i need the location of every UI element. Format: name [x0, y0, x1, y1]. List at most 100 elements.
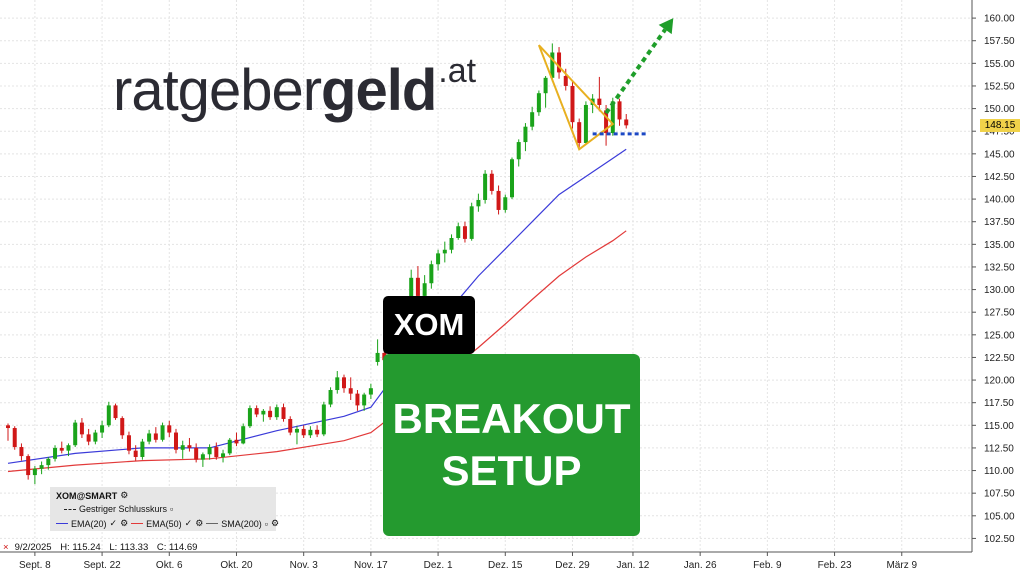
brand-logo: ratgebergeld.at: [113, 54, 476, 120]
y-tick-label: 142.50: [984, 172, 1015, 183]
x-tick-label: Sept. 22: [83, 560, 121, 571]
candle-body: [550, 52, 555, 78]
candle-body: [375, 352, 380, 362]
ema50-swatch-icon: [131, 523, 144, 524]
candle-body: [456, 226, 461, 238]
y-tick-label: 132.50: [984, 262, 1015, 273]
candle-body: [167, 425, 172, 433]
y-tick-label: 160.00: [984, 14, 1015, 25]
candle-body: [79, 422, 84, 435]
triangle-pattern: [537, 44, 615, 151]
candle-body: [12, 428, 17, 448]
brand-name-regular: ratgeber: [113, 58, 322, 123]
candle-body: [516, 142, 521, 160]
candle-body: [342, 377, 346, 389]
breakout-setup-line1: BREAKOUT: [392, 394, 631, 442]
checkmark-icon[interactable]: ✓: [184, 518, 193, 528]
y-tick-label: 147.50: [984, 127, 1015, 138]
candle-body: [530, 112, 535, 127]
settings-icon[interactable]: ⚙: [271, 518, 280, 528]
legend-sma200[interactable]: SMA(200): [221, 518, 262, 529]
candle-body: [543, 77, 548, 94]
candle-body: [281, 407, 286, 419]
candle-body: [93, 432, 98, 442]
y-tick-label: 130.00: [984, 285, 1015, 296]
y-tick-label: 112.50: [984, 443, 1014, 454]
x-tick-label: Jan. 26: [684, 560, 717, 571]
ohlc-low: L: 113.33: [109, 542, 149, 553]
candle-body: [221, 453, 226, 457]
x-tick-label: März 9: [886, 560, 917, 571]
candle-body: [194, 447, 199, 460]
candle-body: [315, 429, 320, 435]
candle-body: [462, 226, 467, 239]
candle-body: [140, 441, 145, 457]
y-tick-label: 155.00: [984, 59, 1015, 70]
candle-body: [241, 426, 246, 444]
candle-body: [106, 405, 111, 426]
candle-body: [429, 264, 434, 284]
candle-body: [469, 206, 474, 239]
candle-body: [113, 405, 118, 419]
candle-body: [577, 122, 582, 143]
candle-body: [153, 433, 158, 440]
legend-ema50[interactable]: EMA(50): [146, 518, 182, 529]
y-tick-label: 157.50: [984, 36, 1015, 47]
candle-body: [597, 98, 602, 105]
y-tick-label: 122.50: [984, 353, 1015, 364]
dashed-line-icon: [64, 508, 76, 510]
candle-body: [247, 408, 252, 427]
candle-body: [557, 52, 562, 73]
candle-body: [301, 428, 306, 436]
candle-body: [449, 237, 454, 250]
breakout-setup-line2: SETUP: [441, 447, 582, 494]
candle-body: [288, 418, 293, 433]
candle-body: [227, 439, 232, 454]
breakout-setup-banner: BREAKOUT SETUP: [383, 354, 640, 536]
y-tick-label: 120.00: [984, 376, 1015, 387]
candle-body: [604, 110, 609, 134]
legend-symbol: XOM@SMART: [56, 490, 118, 501]
candle-body: [442, 249, 447, 254]
candle-body: [160, 425, 165, 440]
last-price-tag: 148.15: [980, 118, 1020, 132]
legend-indicators-row: EMA(20) ✓ ⚙ EMA(50) ✓ ⚙ SMA(200) ▫ ⚙: [56, 518, 279, 529]
candle-body: [368, 388, 373, 395]
crosshair-icon: ×: [3, 542, 9, 553]
candle-body: [308, 429, 313, 436]
candle-body: [583, 104, 588, 143]
candle-body: [32, 468, 37, 476]
checkmark-icon[interactable]: ✓: [109, 518, 118, 528]
brand-name-suffix: .at: [438, 52, 477, 90]
candle-body: [624, 119, 629, 126]
candle-body: [510, 159, 514, 198]
candle-body: [120, 418, 125, 436]
toggle-icon[interactable]: ▫: [264, 518, 268, 529]
candle-body: [214, 447, 219, 457]
x-tick-label: Dez. 29: [555, 560, 590, 571]
candle-body: [362, 394, 367, 406]
candle-body: [66, 445, 71, 451]
brand-name-bold: geld: [321, 58, 437, 123]
x-tick-label: Dez. 1: [424, 560, 453, 571]
candle-body: [39, 465, 44, 469]
x-tick-label: Jan. 12: [617, 560, 650, 571]
ohlc-readout: × 9/2/2025 H: 115.24 L: 113.33 C: 114.69: [3, 542, 203, 553]
candle-body: [26, 456, 31, 476]
legend-ema20[interactable]: EMA(20): [71, 518, 107, 529]
settings-icon[interactable]: ⚙: [120, 518, 129, 528]
candle-body: [409, 277, 414, 312]
x-tick-label: Nov. 3: [290, 560, 319, 571]
x-tick-label: Dez. 15: [488, 560, 523, 571]
y-tick-label: 115.00: [984, 421, 1014, 432]
y-tick-label: 137.50: [984, 217, 1015, 228]
settings-icon[interactable]: ⚙: [195, 518, 204, 528]
candle-body: [207, 447, 212, 455]
x-tick-label: Sept. 8: [19, 560, 51, 571]
candle-body: [86, 434, 91, 442]
candle-body: [254, 408, 259, 415]
settings-icon[interactable]: ⚙: [120, 490, 129, 500]
candle-body: [180, 445, 185, 450]
chart-legend: XOM@SMART ⚙ Gestriger Schlusskurs ▫ EMA(…: [50, 487, 279, 531]
toggle-icon[interactable]: ▫: [170, 504, 174, 514]
